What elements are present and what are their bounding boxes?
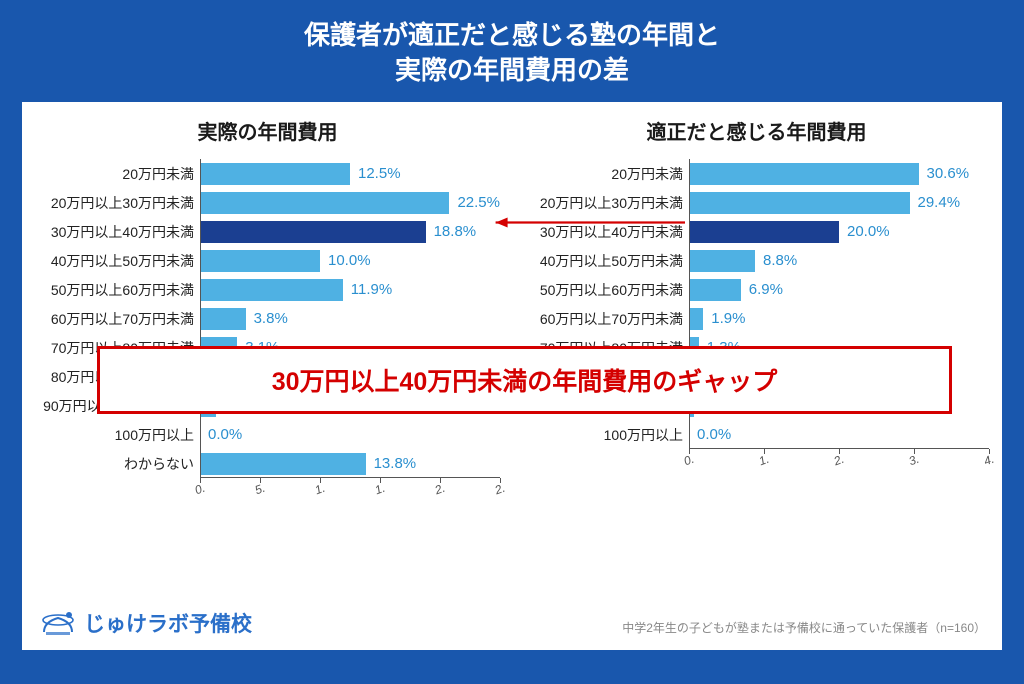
title-line1: 保護者が適正だと感じる塾の年間と: [0, 18, 1024, 53]
xtick-label: 0.: [682, 452, 696, 469]
chart-row: 60万円以上70万円未満 1.9%: [521, 304, 992, 333]
value-label: 6.9%: [749, 281, 783, 298]
bar: [200, 308, 246, 330]
callout-box: 30万円以上40万円未満の年間費用のギャップ: [97, 346, 952, 414]
category-label: 20万円未満: [32, 164, 200, 184]
category-label: わからない: [32, 454, 200, 474]
value-label: 3.8%: [254, 310, 288, 327]
category-label: 50万円以上60万円未満: [521, 280, 689, 300]
value-label: 8.8%: [763, 252, 797, 269]
bar: [200, 453, 366, 475]
bar: [689, 250, 755, 272]
value-label: 12.5%: [358, 165, 401, 182]
value-label: 22.5%: [457, 194, 500, 211]
value-label: 20.0%: [847, 223, 890, 240]
footnote: 中学2年生の子どもが塾または予備校に通っていた保護者（n=160）: [622, 619, 986, 636]
bar: [689, 192, 910, 214]
chart-row: 60万円以上70万円未満 3.8%: [32, 304, 503, 333]
chart-row: 40万円以上50万円未満 8.8%: [521, 246, 992, 275]
value-label: 0.0%: [697, 426, 731, 443]
bar: [689, 163, 919, 185]
category-label: 30万円以上40万円未満: [521, 222, 689, 242]
brand-logo: じゅけラボ予備校: [40, 608, 252, 638]
chart-row: 30万円以上40万円未満 20.0%: [521, 217, 992, 246]
chart-row: 20万円未満 30.6%: [521, 159, 992, 188]
chart-row: 100万円以上 0.0%: [521, 420, 992, 449]
chart-row: 50万円以上60万円未満 6.9%: [521, 275, 992, 304]
category-label: 60万円以上70万円未満: [32, 309, 200, 329]
chart-row: わからない 13.8%: [32, 449, 503, 478]
logo-icon: [40, 608, 76, 638]
value-label: 13.8%: [374, 455, 417, 472]
value-label: 10.0%: [328, 252, 371, 269]
right-xticks: 0.1.2.3.4.: [689, 451, 989, 473]
category-label: 30万円以上40万円未満: [32, 222, 200, 242]
xtick-label: 2.: [433, 481, 447, 498]
right-chart: 適正だと感じる年間費用 20万円未満 30.6% 20万円以上30万円未満 29.4%…: [521, 116, 992, 502]
bar: [200, 192, 449, 214]
category-label: 20万円以上30万円未満: [521, 193, 689, 213]
logo-text: じゅけラボ予備校: [84, 608, 252, 638]
value-label: 29.4%: [918, 194, 961, 211]
bar: [200, 163, 350, 185]
left-chart: 実際の年間費用 20万円未満 12.5% 20万円以上30万円未満 22.5% 30万円…: [32, 116, 503, 502]
right-chart-title: 適正だと感じる年間費用: [521, 116, 992, 145]
left-chart-title: 実際の年間費用: [32, 116, 503, 145]
xtick-label: 1.: [373, 481, 387, 498]
chart-row: 30万円以上40万円未満 18.8%: [32, 217, 503, 246]
xtick-label: 0.: [193, 481, 207, 498]
header-title: 保護者が適正だと感じる塾の年間と 実際の年間費用の差: [0, 0, 1024, 102]
value-label: 0.0%: [208, 426, 242, 443]
chart-row: 40万円以上50万円未満 10.0%: [32, 246, 503, 275]
bar: [689, 308, 703, 330]
chart-row: 20万円以上30万円未満 22.5%: [32, 188, 503, 217]
category-label: 100万円以上: [32, 425, 200, 445]
bar: [689, 221, 839, 243]
bar: [200, 279, 343, 301]
chart-row: 20万円以上30万円未満 29.4%: [521, 188, 992, 217]
bar: [200, 221, 426, 243]
xtick-label: 4.: [982, 452, 996, 469]
charts-container: 実際の年間費用 20万円未満 12.5% 20万円以上30万円未満 22.5% 30万円…: [32, 116, 992, 502]
category-label: 20万円以上30万円未満: [32, 193, 200, 213]
xtick-label: 2.: [832, 452, 846, 469]
xtick-label: 1.: [313, 481, 327, 498]
xtick-label: 3.: [907, 452, 921, 469]
category-label: 50万円以上60万円未満: [32, 280, 200, 300]
chart-row: 100万円以上 0.0%: [32, 420, 503, 449]
callout-text: 30万円以上40万円未満の年間費用のギャップ: [272, 368, 778, 396]
content-panel: 実際の年間費用 20万円未満 12.5% 20万円以上30万円未満 22.5% 30万円…: [22, 102, 1002, 650]
category-label: 40万円以上50万円未満: [521, 251, 689, 271]
left-bars-area: 20万円未満 12.5% 20万円以上30万円未満 22.5% 30万円以上40万円未満…: [32, 159, 503, 478]
xtick-label: 2.: [493, 481, 507, 498]
chart-row: 50万円以上60万円未満 11.9%: [32, 275, 503, 304]
left-xticks: 0.5.1.1.2.2.: [200, 480, 500, 502]
category-label: 40万円以上50万円未満: [32, 251, 200, 271]
value-label: 30.6%: [927, 165, 970, 182]
bar: [200, 250, 320, 272]
value-label: 1.9%: [711, 310, 745, 327]
value-label: 11.9%: [351, 281, 392, 298]
title-line2: 実際の年間費用の差: [0, 53, 1024, 88]
chart-row: 20万円未満 12.5%: [32, 159, 503, 188]
category-label: 100万円以上: [521, 425, 689, 445]
category-label: 60万円以上70万円未満: [521, 309, 689, 329]
category-label: 20万円未満: [521, 164, 689, 184]
xtick-label: 5.: [253, 481, 267, 498]
xtick-label: 1.: [757, 452, 771, 469]
bar: [689, 279, 741, 301]
value-label: 18.8%: [434, 223, 477, 240]
